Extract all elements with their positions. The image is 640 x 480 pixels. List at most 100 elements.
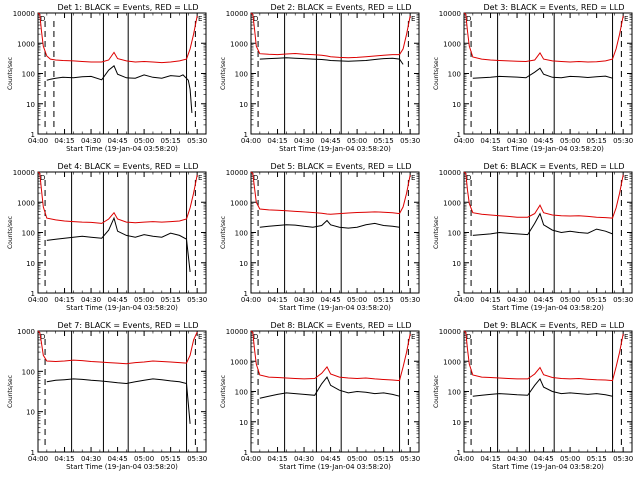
series-line-events <box>259 219 400 229</box>
x-tick-label: 04:00 <box>454 455 474 463</box>
y-tick-label: 1 <box>244 131 248 139</box>
plot-frame <box>250 171 420 294</box>
x-tick-label: 04:30 <box>81 296 101 304</box>
corner-mark-left: D <box>466 15 471 23</box>
y-tick-label: 1000 <box>443 40 461 48</box>
panel-title: Det 6: BLACK = Events, RED = LLD <box>484 162 625 171</box>
y-tick-label: 10000 <box>439 169 461 177</box>
panel-title: Det 8: BLACK = Events, RED = LLD <box>271 321 412 330</box>
x-tick-label: 04:45 <box>107 137 127 145</box>
plot-frame <box>250 330 420 453</box>
series-line-lld <box>250 12 411 59</box>
y-axis-label: Counts/sec <box>7 57 14 90</box>
y-axis-label: Counts/sec <box>433 57 440 90</box>
y-axis-label: Counts/sec <box>220 375 227 408</box>
x-tick-label: 04:30 <box>294 455 314 463</box>
x-tick-label: 05:00 <box>560 455 580 463</box>
x-tick-label: 05:30 <box>187 296 207 304</box>
y-tick-label: 10000 <box>439 10 461 18</box>
x-tick-label: 05:00 <box>347 455 367 463</box>
x-tick-label: 05:15 <box>161 296 181 304</box>
series-line-events <box>472 67 613 79</box>
y-tick-label: 10 <box>26 101 35 109</box>
panel-title: Det 3: BLACK = Events, RED = LLD <box>484 3 625 12</box>
y-tick-label: 10 <box>452 260 461 268</box>
x-axis-label: Start Time (19-Jan-04 03:58:20) <box>492 145 604 153</box>
detector-panel-1: Det 1: BLACK = Events, RED = LLD 1 10 100 10… <box>7 3 207 153</box>
y-tick-label: 10 <box>452 419 461 427</box>
panel-title: Det 1: BLACK = Events, RED = LLD <box>58 3 199 12</box>
x-axis-label: Start Time (19-Jan-04 03:58:20) <box>66 463 178 471</box>
x-tick-label: 05:30 <box>400 137 420 145</box>
series-line-events <box>259 57 404 65</box>
plot-frame <box>37 12 207 135</box>
x-tick-label: 05:15 <box>374 296 394 304</box>
x-tick-label: 05:00 <box>347 137 367 145</box>
y-tick-label: 1000 <box>443 358 461 366</box>
x-tick-label: 04:30 <box>294 296 314 304</box>
x-tick-label: 05:30 <box>400 296 420 304</box>
x-tick-label: 05:30 <box>613 455 633 463</box>
plot-frame <box>37 330 207 453</box>
y-tick-label: 100 <box>235 71 248 79</box>
y-tick-label: 10000 <box>439 328 461 336</box>
panel-title: Det 7: BLACK = Events, RED = LLD <box>58 321 199 330</box>
y-tick-label: 1000 <box>230 358 248 366</box>
x-tick-label: 04:00 <box>241 296 261 304</box>
corner-mark-left: D <box>40 15 45 23</box>
corner-mark-right: E <box>624 15 628 23</box>
y-tick-label: 1000 <box>17 199 35 207</box>
y-tick-label: 100 <box>22 230 35 238</box>
x-tick-label: 05:30 <box>187 455 207 463</box>
y-tick-label: 10000 <box>226 10 248 18</box>
x-tick-label: 05:15 <box>587 137 607 145</box>
corner-mark-right: E <box>411 15 415 23</box>
corner-mark-left: D <box>466 333 471 341</box>
x-tick-label: 05:30 <box>400 455 420 463</box>
corner-mark-right: E <box>624 174 628 182</box>
x-tick-label: 04:00 <box>454 137 474 145</box>
y-tick-label: 1000 <box>443 199 461 207</box>
series-line-events <box>46 378 191 424</box>
corner-mark-left: D <box>253 15 258 23</box>
x-tick-label: 04:45 <box>107 455 127 463</box>
corner-mark-left: D <box>40 174 45 182</box>
detector-panel-8: Det 8: BLACK = Events, RED = LLD 1 10 100 10… <box>220 321 420 471</box>
x-tick-label: 04:30 <box>81 455 101 463</box>
y-tick-label: 1 <box>31 131 35 139</box>
plot-frame <box>37 171 207 294</box>
y-tick-label: 100 <box>22 368 35 376</box>
x-tick-label: 04:30 <box>294 137 314 145</box>
x-tick-label: 04:15 <box>54 296 74 304</box>
corner-mark-left: D <box>253 174 258 182</box>
corner-mark-right: E <box>411 333 415 341</box>
corner-mark-left: D <box>40 333 45 341</box>
detector-panel-6: Det 6: BLACK = Events, RED = LLD 1 10 100 10… <box>433 162 633 312</box>
detector-panel-5: Det 5: BLACK = Events, RED = LLD 1 10 100 10… <box>220 162 420 312</box>
y-axis-label: Counts/sec <box>7 216 14 249</box>
x-tick-label: 04:00 <box>454 296 474 304</box>
corner-mark-left: D <box>253 333 258 341</box>
plot-frame <box>250 12 420 135</box>
x-tick-label: 05:30 <box>613 137 633 145</box>
y-axis-label: Counts/sec <box>220 57 227 90</box>
y-tick-label: 1 <box>31 290 35 298</box>
y-tick-label: 1 <box>244 290 248 298</box>
x-tick-label: 04:45 <box>320 455 340 463</box>
panel-title: Det 2: BLACK = Events, RED = LLD <box>271 3 412 12</box>
x-tick-label: 05:00 <box>134 296 154 304</box>
series-line-events <box>259 376 400 399</box>
x-tick-label: 04:15 <box>267 137 287 145</box>
x-tick-label: 04:15 <box>267 296 287 304</box>
y-tick-label: 10000 <box>226 328 248 336</box>
x-axis-label: Start Time (19-Jan-04 03:58:20) <box>279 145 391 153</box>
x-tick-label: 04:15 <box>480 455 500 463</box>
corner-mark-right: E <box>198 333 202 341</box>
detector-panel-2: Det 2: BLACK = Events, RED = LLD 1 10 100 10… <box>220 3 420 153</box>
x-tick-label: 04:15 <box>480 296 500 304</box>
y-tick-label: 100 <box>448 71 461 79</box>
corner-mark-right: E <box>411 174 415 182</box>
y-tick-label: 10 <box>452 101 461 109</box>
y-tick-label: 100 <box>235 389 248 397</box>
x-tick-label: 04:15 <box>54 455 74 463</box>
